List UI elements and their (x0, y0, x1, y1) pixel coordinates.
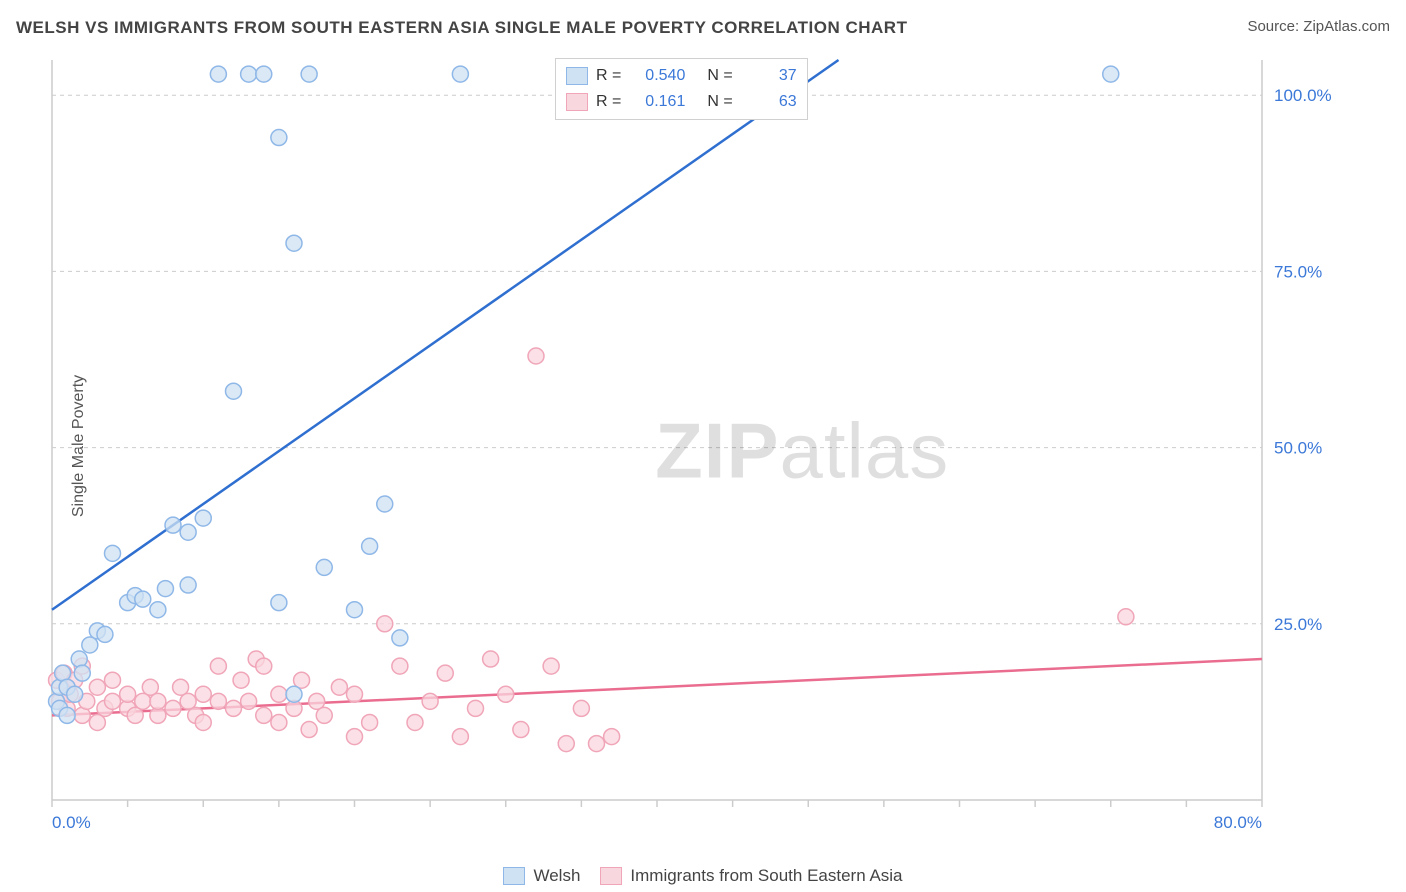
scatter-plot-svg: ZIPatlas 25.0% 50.0% 75.0% 100.0% 0.0% 80.0% (52, 55, 1332, 835)
chart-title: WELSH VS IMMIGRANTS FROM SOUTH EASTERN A… (16, 18, 907, 38)
r-value-b: 0.161 (633, 93, 685, 111)
svg-text:100.0%: 100.0% (1274, 86, 1332, 105)
r-label-2: R = (596, 93, 621, 111)
n-label-2: N = (707, 93, 732, 111)
n-value-a: 37 (745, 67, 797, 85)
bottom-legend: Welsh Immigrants from South Eastern Asia (0, 866, 1406, 886)
stats-row-a: R = 0.540 N = 37 (566, 63, 797, 89)
series-b-label: Immigrants from South Eastern Asia (630, 866, 902, 886)
swatch-sea-bottom (600, 867, 622, 885)
svg-text:50.0%: 50.0% (1274, 439, 1322, 458)
svg-text:80.0%: 80.0% (1214, 813, 1262, 832)
svg-text:75.0%: 75.0% (1274, 262, 1322, 281)
series-a-label: Welsh (533, 866, 580, 886)
header: WELSH VS IMMIGRANTS FROM SOUTH EASTERN A… (16, 18, 1390, 38)
bottom-legend-a: Welsh (503, 866, 580, 886)
svg-text:0.0%: 0.0% (52, 813, 91, 832)
n-label: N = (707, 67, 732, 85)
swatch-sea (566, 93, 588, 111)
swatch-welsh-bottom (503, 867, 525, 885)
stats-row-b: R = 0.161 N = 63 (566, 89, 797, 115)
svg-text:ZIPatlas: ZIPatlas (655, 407, 949, 495)
r-label: R = (596, 67, 621, 85)
plot-area: ZIPatlas 25.0% 50.0% 75.0% 100.0% 0.0% 80.0% (52, 55, 1332, 835)
n-value-b: 63 (745, 93, 797, 111)
bottom-legend-b: Immigrants from South Eastern Asia (600, 866, 902, 886)
svg-text:25.0%: 25.0% (1274, 615, 1322, 634)
stats-legend: R = 0.540 N = 37 R = 0.161 N = 63 (555, 58, 808, 120)
source-label: Source: ZipAtlas.com (1247, 18, 1390, 35)
swatch-welsh (566, 67, 588, 85)
r-value-a: 0.540 (633, 67, 685, 85)
